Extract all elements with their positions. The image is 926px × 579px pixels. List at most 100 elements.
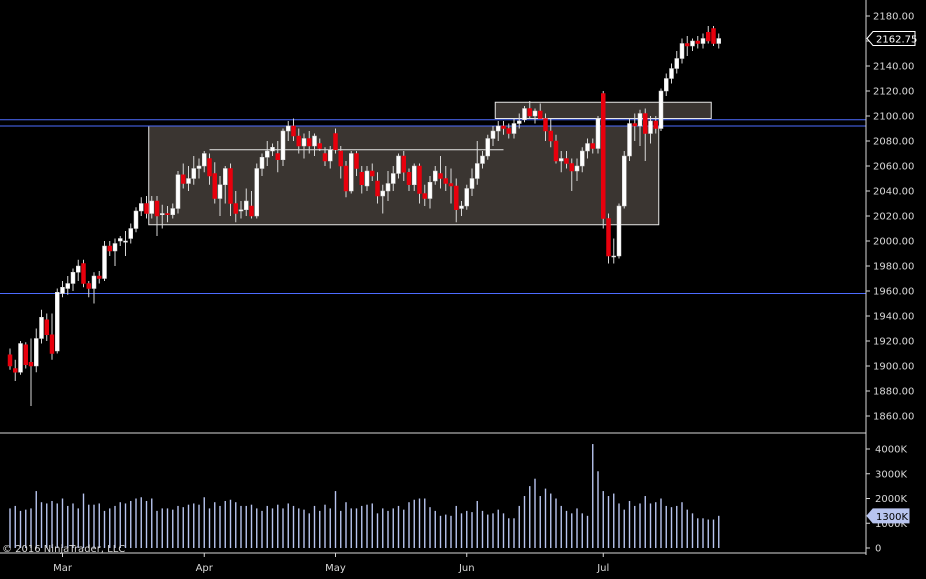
- candle-body: [254, 168, 259, 217]
- price-tick-label: 2000.00: [873, 237, 914, 248]
- candle-body: [217, 184, 223, 199]
- candle-body: [333, 133, 338, 150]
- candle-body: [532, 110, 538, 117]
- volume-last-box: [866, 508, 910, 524]
- candle-body: [658, 90, 664, 129]
- candle-body: [396, 155, 401, 174]
- candle-body: [228, 168, 233, 204]
- candle-body: [564, 158, 569, 164]
- candle-body: [585, 143, 590, 152]
- last-price-label: 2162.75: [876, 35, 917, 46]
- candle-body: [548, 130, 553, 142]
- candle-body: [301, 138, 307, 147]
- axes: 2180.002160.002140.002120.002100.002080.…: [0, 0, 914, 574]
- price-tick-label: 2060.00: [873, 162, 914, 173]
- candle-body: [44, 319, 49, 335]
- candle-body: [443, 178, 448, 184]
- candle-body: [569, 163, 574, 172]
- candle-body: [559, 158, 564, 162]
- candle-body: [469, 178, 475, 189]
- candle-body: [112, 243, 118, 252]
- candle-body: [616, 205, 622, 257]
- candle-body: [91, 275, 97, 289]
- candle-body: [385, 183, 391, 192]
- price-tick-label: 2140.00: [873, 62, 914, 73]
- candle-body: [186, 178, 191, 184]
- candle-body: [433, 170, 438, 182]
- price-tick-label: 2100.00: [873, 112, 914, 123]
- candle-body: [454, 185, 459, 210]
- candle-body: [553, 140, 559, 162]
- candle-body: [123, 240, 128, 243]
- candle-body: [422, 193, 427, 199]
- candle-body: [160, 213, 165, 215]
- candle-body: [133, 210, 139, 229]
- candle-body: [60, 287, 65, 294]
- candle-body: [664, 78, 669, 92]
- candle-body: [328, 149, 333, 162]
- candle-body: [259, 157, 265, 169]
- support-resistance-lines: [0, 119, 866, 294]
- candle-body: [459, 205, 464, 209]
- volume-tick-label: 2000K: [875, 494, 907, 505]
- candle-body: [601, 93, 606, 219]
- candle-body: [76, 265, 81, 273]
- candle-body: [517, 120, 522, 124]
- candle-body: [706, 32, 711, 42]
- candle-body: [711, 28, 716, 44]
- candle-body: [312, 135, 317, 147]
- candle-body: [7, 354, 13, 367]
- price-tick-label: 1860.00: [873, 412, 914, 423]
- candle-body: [490, 130, 496, 139]
- candle-body: [202, 153, 207, 167]
- candle-body: [13, 368, 18, 373]
- candle-body: [391, 173, 396, 184]
- candle-body: [580, 150, 585, 167]
- candle-body: [270, 147, 275, 152]
- price-tick-label: 1940.00: [873, 312, 914, 323]
- candle-body: [86, 283, 91, 289]
- candle-body: [359, 172, 364, 185]
- candle-body: [653, 120, 658, 129]
- candle-body: [97, 275, 102, 279]
- candle-body: [380, 190, 385, 197]
- last-price-marker: 2162.75: [866, 31, 917, 46]
- candle-body: [238, 209, 244, 212]
- price-tick-label: 1960.00: [873, 287, 914, 298]
- candle-body: [139, 203, 144, 212]
- last-price-box: [866, 31, 916, 46]
- volume-last-marker: 1300K: [866, 508, 910, 524]
- candle-body: [364, 170, 370, 187]
- candle-body: [574, 165, 580, 172]
- candle-body: [370, 170, 375, 177]
- candle-body: [34, 338, 39, 367]
- candle-body: [637, 113, 643, 127]
- candle-body: [144, 203, 149, 214]
- candle-body: [28, 362, 34, 367]
- candle-body: [632, 123, 637, 127]
- candle-body: [716, 38, 721, 44]
- candle-body: [543, 118, 548, 132]
- candle-body: [354, 153, 359, 169]
- price-tick-label: 2040.00: [873, 187, 914, 198]
- candle-body: [343, 165, 349, 192]
- candle-body: [244, 200, 249, 210]
- time-tick-label: Jun: [458, 563, 475, 574]
- time-tick-label: Apr: [196, 563, 214, 574]
- candle-body: [406, 172, 412, 185]
- candle-body: [233, 203, 238, 214]
- candle-body: [685, 43, 690, 47]
- candle-body: [643, 113, 648, 134]
- candle-body: [538, 110, 543, 119]
- candle-body: [485, 138, 490, 157]
- price-tick-label: 1980.00: [873, 262, 914, 273]
- candle-body: [322, 153, 328, 162]
- candle-body: [23, 344, 28, 365]
- candle-body: [590, 143, 595, 149]
- time-tick-label: Jul: [596, 563, 609, 574]
- time-tick-label: May: [325, 563, 346, 574]
- volume-tick-label: 0: [875, 544, 881, 555]
- candle-body: [464, 188, 469, 207]
- candle-body: [249, 205, 254, 217]
